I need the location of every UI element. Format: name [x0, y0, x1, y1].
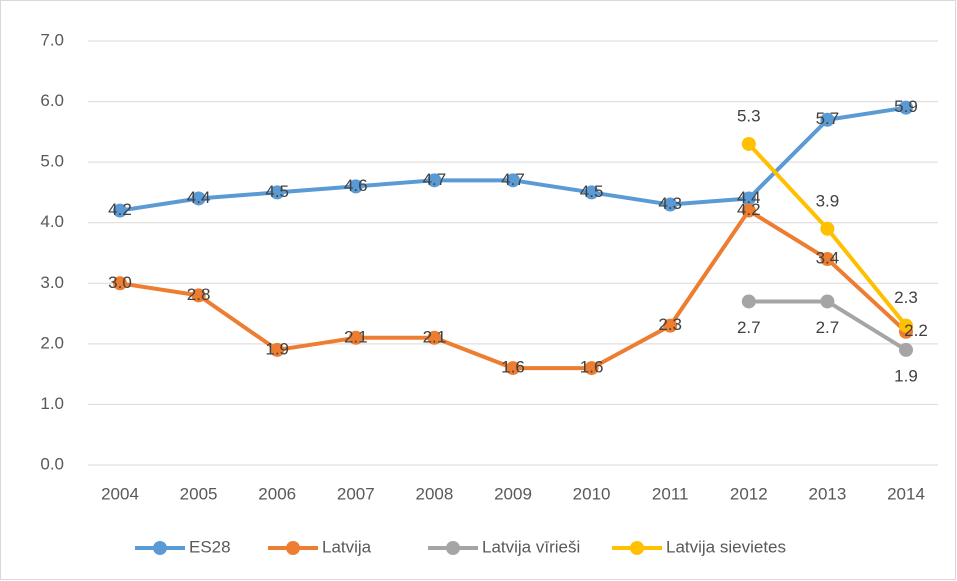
data-point — [506, 361, 520, 376]
data-label: 1.6 — [501, 358, 525, 377]
data-point — [663, 197, 678, 212]
data-point — [899, 342, 913, 357]
data-label: 5.7 — [816, 109, 840, 128]
data-label: 4.3 — [658, 194, 682, 213]
data-point — [270, 342, 285, 357]
x-tick-label: 2010 — [573, 484, 611, 503]
data-label: 5.9 — [894, 97, 918, 116]
data-label: 4.5 — [580, 182, 604, 201]
data-label: 2.2 — [904, 321, 928, 340]
x-tick-label: 2009 — [494, 484, 532, 503]
data-label: 4.2 — [108, 200, 132, 219]
x-tick-label: 2007 — [337, 484, 375, 503]
data-label: 4.2 — [737, 200, 761, 219]
data-point — [427, 173, 442, 188]
data-point — [820, 252, 835, 267]
y-tick-label: 7.0 — [40, 30, 64, 49]
data-label: 2.8 — [187, 285, 211, 304]
legend-marker — [286, 541, 300, 555]
x-tick-label: 2013 — [808, 484, 846, 503]
data-point — [663, 318, 678, 333]
data-label: 1.9 — [894, 366, 918, 385]
legend-label: Latvija — [322, 537, 372, 556]
y-tick-label: 3.0 — [40, 273, 64, 292]
x-tick-label: 2004 — [101, 484, 139, 503]
data-point — [113, 276, 127, 291]
data-label: 2.1 — [344, 327, 368, 346]
y-tick-label: 5.0 — [40, 152, 64, 171]
data-point — [820, 294, 835, 309]
data-point — [348, 179, 363, 194]
data-label: 3.0 — [108, 273, 132, 292]
data-point — [741, 294, 756, 309]
data-point — [820, 112, 835, 127]
data-point — [899, 318, 913, 333]
y-tick-label: 0.0 — [40, 454, 64, 473]
y-tick-label: 6.0 — [40, 91, 64, 110]
data-label: 4.7 — [501, 170, 525, 189]
data-point — [584, 361, 599, 376]
data-label: 4.7 — [423, 170, 447, 189]
x-tick-label: 2008 — [415, 484, 453, 503]
data-label: 5.3 — [737, 106, 761, 125]
data-label: 2.3 — [894, 288, 918, 307]
y-tick-label: 4.0 — [40, 212, 64, 231]
legend-marker — [153, 541, 167, 555]
data-point — [584, 185, 599, 200]
data-label: 3.4 — [816, 249, 840, 268]
data-label: 4.4 — [737, 188, 761, 207]
data-label: 3.9 — [816, 191, 840, 210]
data-label: 2.7 — [816, 318, 840, 337]
data-point — [191, 191, 206, 206]
legend-marker — [446, 541, 460, 555]
data-point — [820, 221, 835, 236]
legend-label: Latvija sievietes — [666, 537, 786, 556]
data-point — [741, 191, 756, 206]
data-label: 4.6 — [344, 176, 368, 195]
data-point — [899, 100, 913, 115]
data-label: 4.4 — [187, 188, 211, 207]
data-label: 4.5 — [265, 182, 289, 201]
legend-marker — [630, 541, 644, 555]
x-tick-label: 2006 — [258, 484, 296, 503]
data-point — [348, 330, 363, 345]
data-point — [427, 330, 442, 345]
data-label: 2.1 — [423, 327, 447, 346]
y-tick-label: 1.0 — [40, 394, 64, 413]
data-label: 1.9 — [265, 339, 289, 358]
legend-label: ES28 — [189, 537, 231, 556]
y-tick-label: 2.0 — [40, 333, 64, 352]
data-label: 2.3 — [658, 315, 682, 334]
legend-label: Latvija vīrieši — [482, 537, 580, 556]
data-point — [113, 203, 127, 218]
x-tick-label: 2005 — [180, 484, 218, 503]
data-point — [191, 288, 206, 303]
data-point — [741, 203, 756, 218]
data-point — [506, 173, 520, 188]
data-point — [270, 185, 285, 200]
x-tick-label: 2011 — [652, 484, 689, 503]
data-label: 1.6 — [580, 358, 604, 377]
x-tick-label: 2012 — [730, 484, 768, 503]
data-label: 2.7 — [737, 318, 761, 337]
x-tick-label: 2014 — [887, 484, 925, 503]
data-point — [741, 136, 756, 151]
